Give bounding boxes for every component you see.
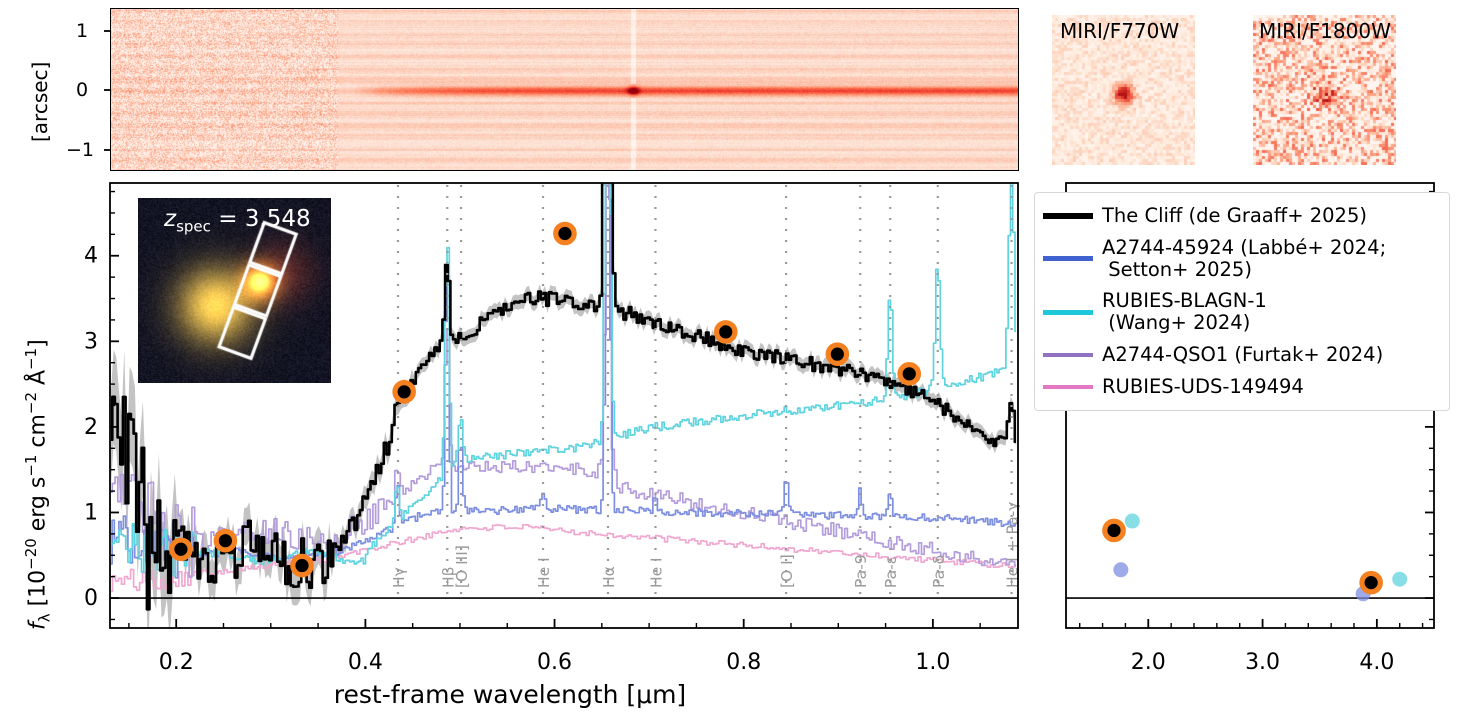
- right-photometry-point-cyan: [1124, 513, 1140, 529]
- photometry-point: [897, 362, 922, 386]
- miri-f770w-image: [1052, 15, 1195, 165]
- panel-main-spectrum: fλ [10−20 erg s−1 cm−2 Å−1] Hγ Hβ [O III] H…: [0, 180, 1020, 650]
- ytick-label: 2: [84, 415, 98, 440]
- photometry-point: [825, 342, 850, 366]
- right-xtick-label: 3.0: [1245, 650, 1281, 675]
- main-xtick-label: 0.2: [158, 650, 194, 675]
- legend-label: The Cliff (de Graaff+ 2025): [1102, 204, 1367, 227]
- photometry-point: [213, 528, 238, 553]
- photometry-point: [290, 553, 314, 578]
- emission-line-label: Pa-ε: [882, 556, 900, 588]
- miri-thumbnail-row: MIRI/F770W MIRI/F1800W: [1020, 0, 1468, 180]
- main-xtick-label: 0.4: [347, 650, 383, 675]
- photometry-point: [169, 537, 193, 562]
- main-xtick-label: 0.6: [537, 650, 573, 675]
- emission-line-label: He I: [647, 557, 665, 588]
- ytick-2d-0: 1: [76, 20, 89, 42]
- emission-line-label: He I + Pa-γ: [1004, 502, 1020, 588]
- photometry-point: [553, 221, 577, 246]
- ytick-2d-1: 0: [76, 79, 89, 101]
- right-xtick-label: 2.0: [1130, 650, 1166, 675]
- legend-the-cliff[interactable]: The Cliff (de Graaff+ 2025): [1035, 200, 1449, 232]
- right-photometry-point-cliff: [1102, 518, 1126, 543]
- main-xtick-label: 1.0: [915, 650, 951, 675]
- ytick-label: 0: [84, 586, 98, 611]
- axis-label-wavelength: rest-frame wavelength [μm]: [333, 680, 687, 709]
- ytick-label: 1: [84, 500, 98, 525]
- miri-f770w-label: MIRI/F770W: [1060, 19, 1180, 43]
- right-photometry-point-cliff: [1359, 570, 1383, 595]
- inset-rgb-cutout: zspec = 3.548: [138, 198, 331, 383]
- legend-a2744-qso1[interactable]: A2744-QSO1 (Furtak+ 2024): [1035, 339, 1449, 371]
- right-photometry-point-blue: [1113, 562, 1129, 578]
- photometry-point: [713, 320, 738, 344]
- ytick-label: 3: [84, 329, 98, 354]
- legend-label: A2744-QSO1 (Furtak+ 2024): [1102, 343, 1384, 367]
- panel-right-photometry: The Cliff (de Graaff+ 2025) A2744-45924 (…: [1020, 180, 1468, 650]
- ytick-2d-2: −1: [66, 139, 95, 161]
- emission-line-label: [O I]: [778, 554, 796, 588]
- legend-line-swatch: [1043, 352, 1093, 358]
- axis-label-arcsec: [arcsec]: [28, 61, 52, 142]
- legend-line-swatch: [1043, 213, 1093, 219]
- 2d-spectrum-yticks: [104, 30, 111, 151]
- photometry-point: [392, 380, 416, 404]
- emission-line-label: Hβ: [439, 566, 457, 588]
- right-photometry-point-cyan: [1392, 571, 1408, 587]
- redshift-label: zspec = 3.548: [164, 206, 311, 236]
- legend-rubies-uds-149494[interactable]: RUBIES-UDS-149494: [1035, 371, 1449, 403]
- legend-label: RUBIES-UDS-149494: [1102, 374, 1304, 398]
- emission-line-label: Hγ: [390, 567, 408, 588]
- ytick-label: 4: [84, 244, 98, 269]
- right-xtick-label: 4.0: [1359, 650, 1395, 675]
- main-xtick-label: 0.8: [726, 650, 762, 675]
- axis-label-flux: fλ [10−20 erg s−1 cm−2 Å−1]: [22, 339, 54, 630]
- legend: The Cliff (de Graaff+ 2025) A2744-45924 (…: [1034, 192, 1450, 411]
- emission-line-label: [O III]: [453, 545, 471, 588]
- main-spectrum-plot: Hγ Hβ[O III] He I Hα He I [O I] Pa-9 Pa-ε Pa-δ He…: [84, 182, 1020, 629]
- x-axis-area: 0.2 0.4 0.6 0.8 1.0 2.0 3.0 4.0 rest-frame wav…: [0, 650, 1468, 721]
- emission-line-label: Pa-9: [852, 554, 870, 588]
- legend-line-swatch: [1043, 256, 1093, 261]
- legend-line-swatch: [1043, 310, 1093, 315]
- legend-line-swatch: [1043, 384, 1093, 390]
- emission-line-label: He I: [535, 557, 553, 588]
- legend-a2744-45924[interactable]: A2744-45924 (Labbé+ 2024; Setton+ 2025): [1035, 232, 1449, 286]
- emission-line-label: Hα: [600, 566, 618, 588]
- 2d-spectrum-image: [110, 8, 1019, 171]
- legend-label: A2744-45924 (Labbé+ 2024; Setton+ 2025): [1102, 235, 1387, 281]
- emission-line-label: Pa-δ: [930, 555, 948, 588]
- miri-f1800w-image: [1253, 15, 1396, 165]
- legend-label: RUBIES-BLAGN-1 (Wang+ 2024): [1102, 289, 1267, 335]
- miri-f1800w-label: MIRI/F1800W: [1259, 19, 1391, 43]
- legend-rubies-blagn-1[interactable]: RUBIES-BLAGN-1 (Wang+ 2024): [1035, 285, 1449, 339]
- panel-2d-spectrum: [arcsec] 1 0 −1: [0, 0, 1020, 180]
